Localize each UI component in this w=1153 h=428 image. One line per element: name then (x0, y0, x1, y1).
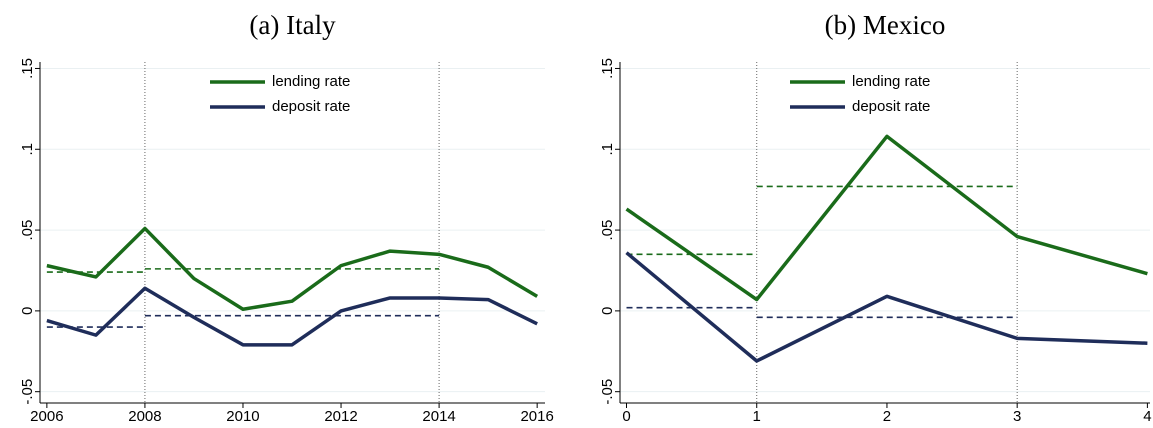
x-tick-label: 2008 (128, 408, 161, 425)
legend-label: deposit rate (852, 98, 930, 115)
y-tick-label: -.05 (599, 379, 616, 405)
y-tick-label: .15 (19, 58, 36, 79)
y-tick-label: -.05 (19, 379, 36, 405)
chart-title: (a) Italy (249, 10, 336, 40)
y-tick-label: 0 (599, 307, 616, 315)
chart-title: (b) Mexico (825, 10, 946, 40)
series-line (46, 226, 539, 312)
x-tick-label: 0 (622, 408, 630, 425)
x-tick-label: 1 (753, 408, 761, 425)
x-tick-label: 4 (1143, 408, 1151, 425)
y-tick-label: .1 (19, 143, 36, 156)
legend-label: deposit rate (272, 98, 350, 115)
x-tick-label: 3 (1013, 408, 1021, 425)
y-tick-label: .05 (599, 220, 616, 241)
x-tick-label: 2012 (324, 408, 357, 425)
x-tick-label: 2 (883, 408, 891, 425)
legend-label: lending rate (272, 73, 350, 90)
x-tick-label: 2014 (422, 408, 455, 425)
y-tick-label: .15 (599, 58, 616, 79)
series-line (46, 286, 538, 347)
y-tick-label: .1 (599, 143, 616, 156)
y-tick-label: .05 (19, 220, 36, 241)
x-tick-label: 2006 (30, 408, 63, 425)
series-line (625, 251, 1148, 363)
y-tick-label: 0 (19, 307, 36, 315)
x-tick-label: 2010 (226, 408, 259, 425)
legend-label: lending rate (852, 73, 930, 90)
series-line (625, 134, 1148, 302)
x-tick-label: 2016 (520, 408, 553, 425)
